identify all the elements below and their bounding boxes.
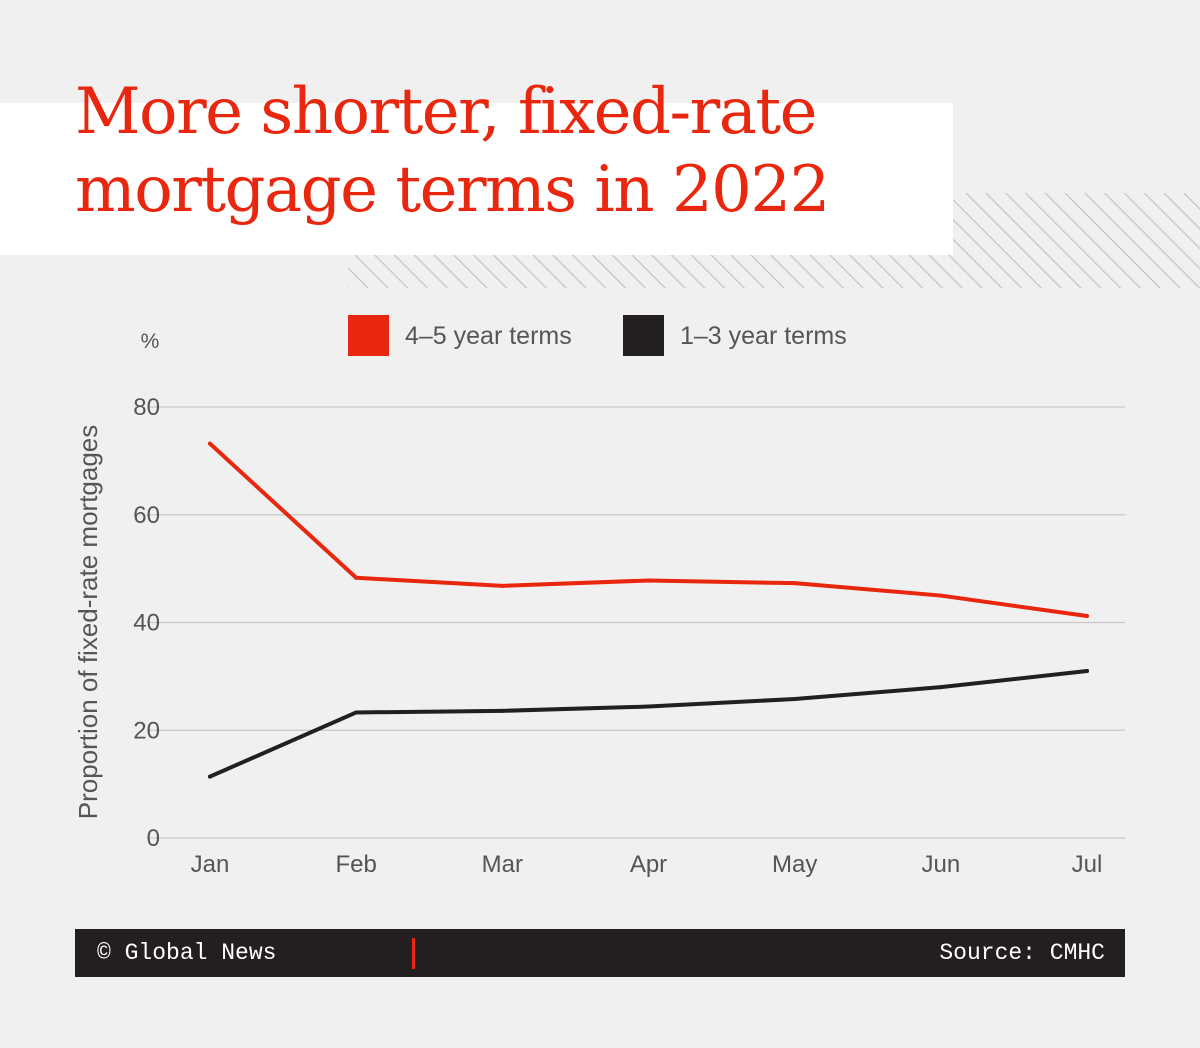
data-point <box>1085 668 1089 673</box>
y-unit-label: % <box>141 330 160 353</box>
series-lines <box>208 441 1089 779</box>
x-tick-label: Jan <box>191 851 230 878</box>
data-point <box>646 578 651 583</box>
source-text: Source: CMHC <box>939 940 1105 966</box>
x-tick-label: Jul <box>1072 851 1103 878</box>
x-tick-labels: Jan Feb Mar Apr May Jun Jul <box>191 851 1103 878</box>
series-line <box>208 441 1089 619</box>
x-tick-label: Mar <box>482 851 523 878</box>
data-point <box>208 774 212 779</box>
y-tick-labels: 0 20 40 60 80 <box>133 394 160 852</box>
credit-text: © Global News <box>97 940 277 966</box>
data-point <box>208 441 212 446</box>
title-panel <box>0 103 953 255</box>
y-tick-label: 60 <box>133 502 160 529</box>
data-point <box>646 704 651 709</box>
x-tick-label: Feb <box>335 851 376 878</box>
legend-swatch <box>348 315 389 356</box>
legend-label: 1–3 year terms <box>680 322 847 350</box>
y-axis-label: Proportion of fixed-rate mortgages <box>73 425 103 820</box>
x-tick-label: Jun <box>921 851 960 878</box>
data-point <box>792 581 797 586</box>
data-point <box>938 685 943 690</box>
legend-swatch <box>623 315 664 356</box>
series-line <box>208 668 1089 779</box>
y-tick-label: 20 <box>133 717 160 744</box>
y-tick-label: 0 <box>147 825 160 852</box>
data-point <box>1085 614 1089 619</box>
data-point <box>792 697 797 702</box>
y-tick-label: 80 <box>133 394 160 421</box>
data-point <box>354 710 359 715</box>
x-tick-label: May <box>772 851 817 878</box>
gridlines <box>147 406 1125 839</box>
x-tick-label: Apr <box>630 851 667 878</box>
footer-bar: © Global News Source: CMHC <box>75 929 1125 977</box>
footer-divider <box>412 938 415 969</box>
y-tick-label: 40 <box>133 610 160 637</box>
data-point <box>500 583 505 588</box>
data-point <box>500 708 505 713</box>
data-point <box>938 593 943 598</box>
legend-label: 4–5 year terms <box>405 322 572 350</box>
chart-title: More shorter, fixed-rate mortgage terms … <box>75 75 830 227</box>
data-point <box>354 575 359 580</box>
legend: 4–5 year terms 1–3 year terms <box>348 315 847 356</box>
